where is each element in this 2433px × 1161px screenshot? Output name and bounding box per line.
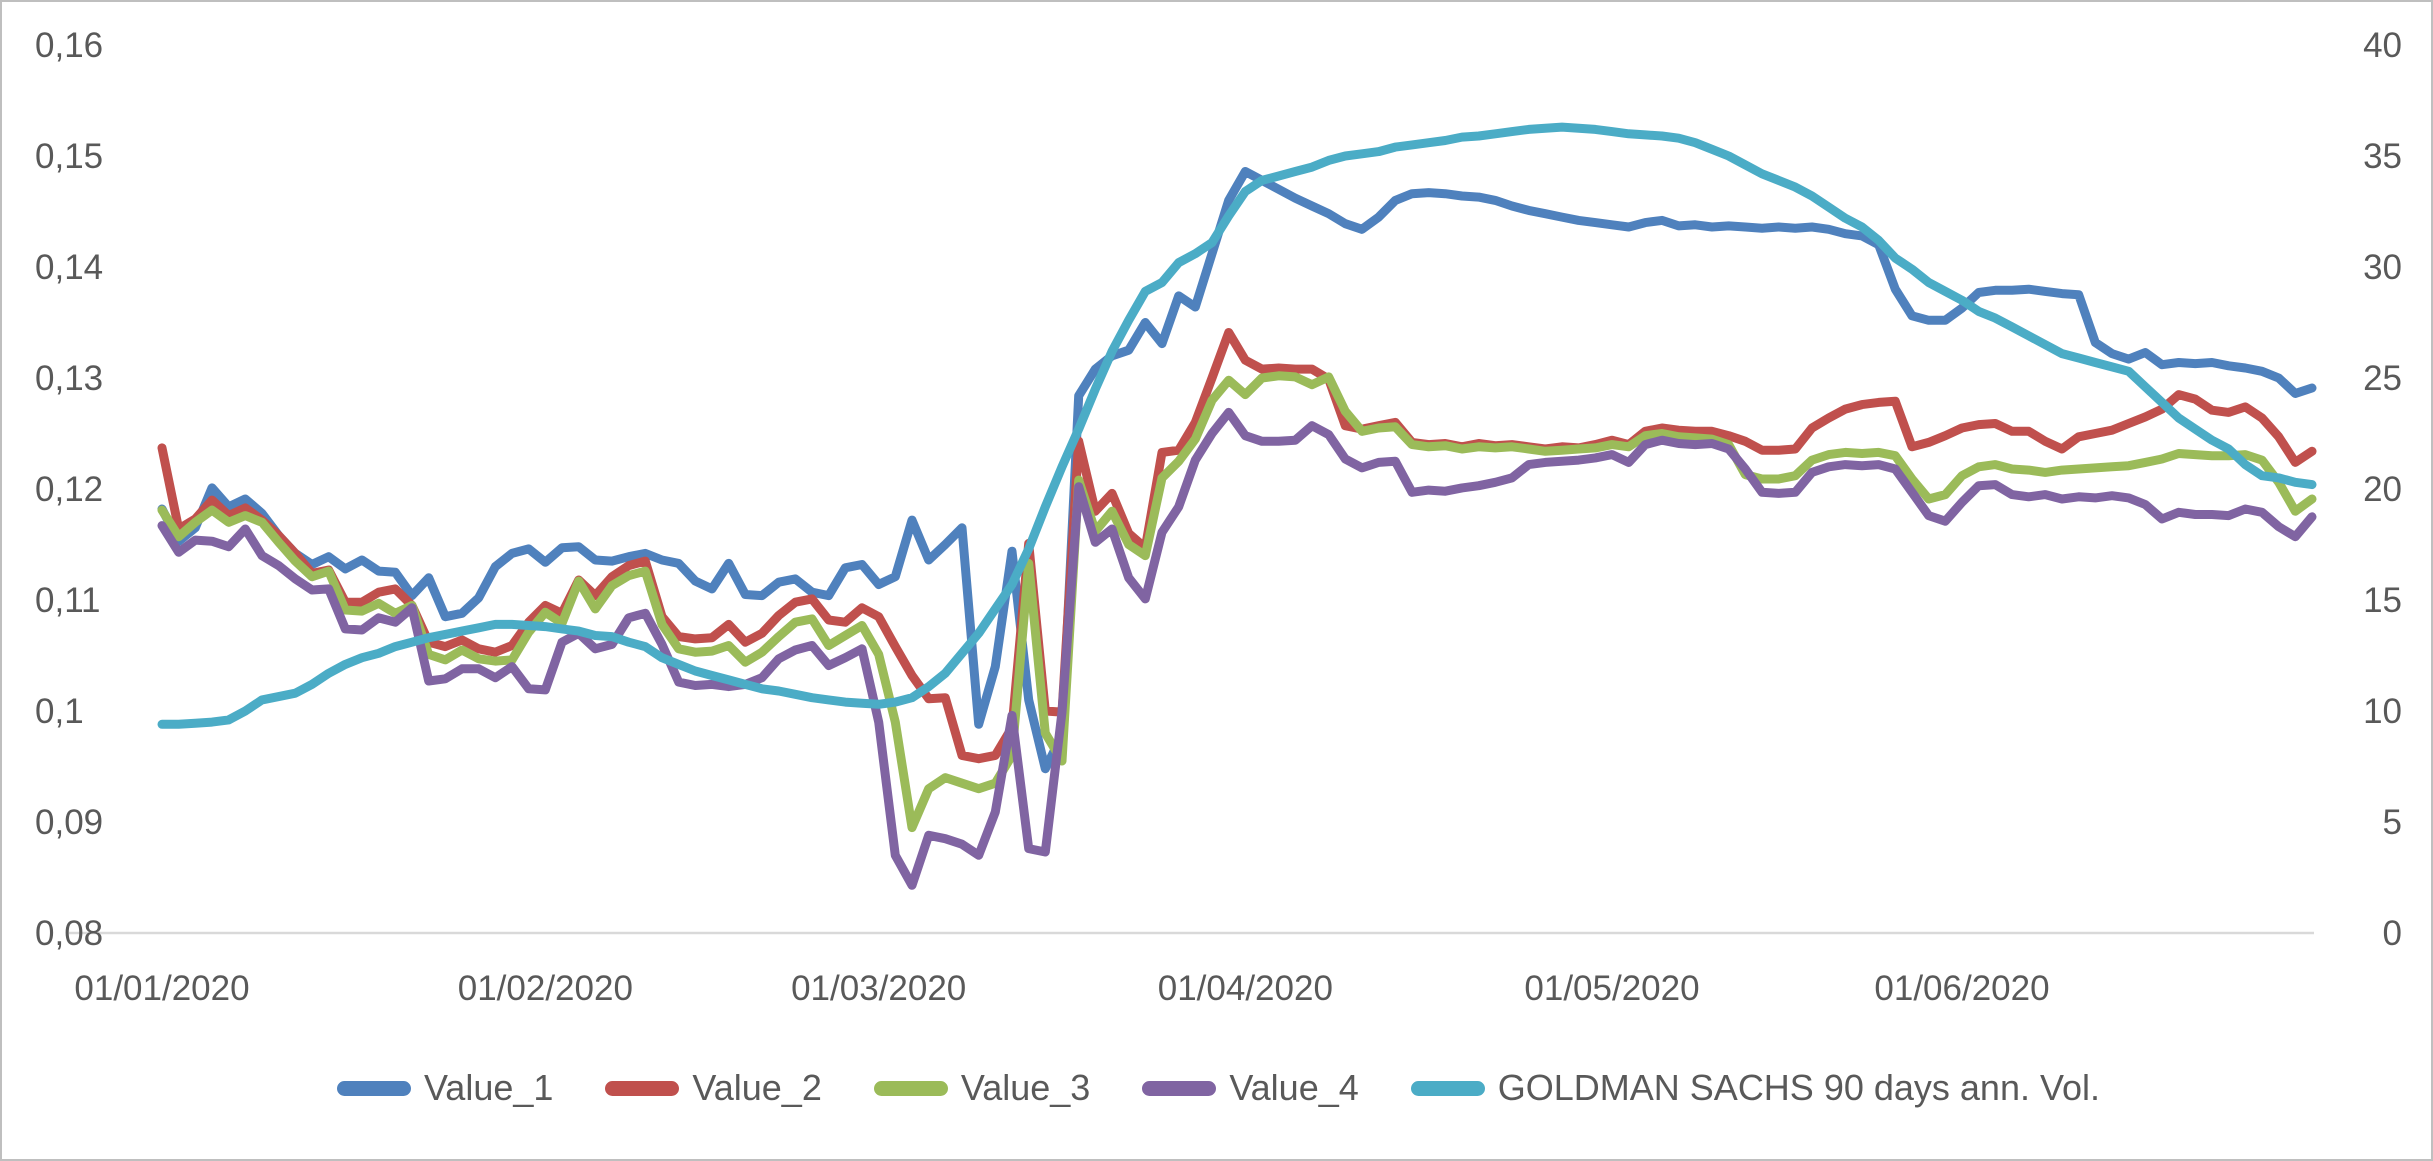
y-axis-right-tick: 25 <box>2363 359 2402 398</box>
legend-label: Value_3 <box>960 1067 1091 1108</box>
y-axis-left-tick: 0,16 <box>35 26 103 65</box>
legend-swatch-icon <box>605 1080 680 1096</box>
legend-label: Value_2 <box>692 1067 822 1108</box>
legend-item: Value_4 <box>1142 1067 1359 1108</box>
y-axis-left-tick: 0,14 <box>35 248 103 287</box>
series-line-value-3 <box>157 371 2317 833</box>
y-axis-right-tick: 30 <box>2363 248 2402 287</box>
chart-legend: Value_1 Value_2 Value_3 Value_4 GOLDMAN SACH… <box>2 1050 2431 1126</box>
legend-swatch-icon <box>336 1080 411 1096</box>
y-axis-left-tick: 0,11 <box>35 581 101 620</box>
x-axis-tick: 01/04/2020 <box>1158 969 1333 1008</box>
legend-label: Value_4 <box>1229 1067 1359 1108</box>
legend-swatch-icon <box>1142 1080 1217 1096</box>
y-axis-right-tick: 0 <box>2383 914 2402 953</box>
y-axis-left-tick: 0,08 <box>35 914 103 953</box>
series-line-value-2 <box>157 328 2317 764</box>
x-axis-tick: 01/02/2020 <box>458 969 633 1008</box>
y-axis-left-tick: 0,12 <box>35 470 103 509</box>
y-axis-right-tick: 15 <box>2363 581 2402 620</box>
y-axis-left-tick: 0,15 <box>35 137 103 176</box>
y-axis-right-tick: 35 <box>2363 137 2402 176</box>
y-axis-right-tick: 10 <box>2363 692 2402 731</box>
series-line-goldman-sachs-90-days-ann-vol- <box>157 122 2317 729</box>
legend-swatch-icon <box>1410 1080 1485 1096</box>
legend-item: GOLDMAN SACHS 90 days ann. Vol. <box>1410 1067 2101 1108</box>
legend-item: Value_3 <box>873 1067 1091 1108</box>
legend-item: Value_2 <box>605 1067 822 1108</box>
x-axis-tick: 01/05/2020 <box>1524 969 1699 1008</box>
y-axis-left-tick: 0,09 <box>35 803 103 842</box>
legend-label: Value_1 <box>423 1067 554 1108</box>
y-axis-left-tick: 0,1 <box>35 692 84 731</box>
x-axis-tick: 01/06/2020 <box>1874 969 2049 1008</box>
x-axis-tick: 01/01/2020 <box>74 969 249 1008</box>
legend-label: GOLDMAN SACHS 90 days ann. Vol. <box>1497 1067 2101 1108</box>
series-line-value-1 <box>157 167 2317 774</box>
legend-swatch-icon <box>873 1080 948 1096</box>
x-axis-tick: 01/03/2020 <box>791 969 966 1008</box>
y-axis-right-tick: 20 <box>2363 470 2402 509</box>
series-line-value-4 <box>157 407 2317 890</box>
y-axis-right-tick: 40 <box>2363 26 2402 65</box>
legend-item: Value_1 <box>336 1067 554 1108</box>
y-axis-left-tick: 0,13 <box>35 359 103 398</box>
y-axis-right-tick: 5 <box>2383 803 2402 842</box>
